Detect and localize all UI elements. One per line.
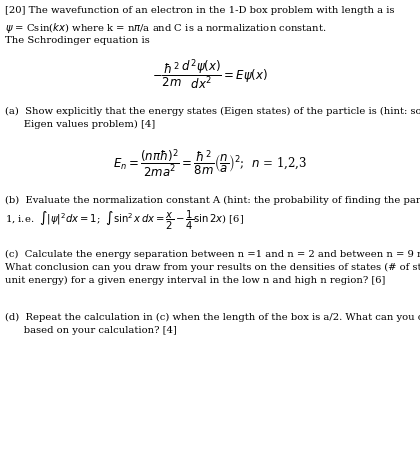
Text: (c)  Calculate the energy separation between n =1 and n = 2 and between n = 9 n : (c) Calculate the energy separation betw… (5, 250, 420, 259)
Text: (a)  Show explicitly that the energy states (Eigen states) of the particle is (h: (a) Show explicitly that the energy stat… (5, 107, 420, 116)
Text: $E_n = \dfrac{(n\pi\hbar)^2}{2ma^2} = \dfrac{\hbar^2}{8m}\left(\dfrac{n}{a}\righ: $E_n = \dfrac{(n\pi\hbar)^2}{2ma^2} = \d… (113, 148, 307, 181)
Text: The Schrodinger equation is: The Schrodinger equation is (5, 36, 150, 45)
Text: based on your calculation? [4]: based on your calculation? [4] (5, 326, 177, 335)
Text: (d)  Repeat the calculation in (c) when the length of the box is a/2. What can y: (d) Repeat the calculation in (c) when t… (5, 313, 420, 322)
Text: Eigen values problem) [4]: Eigen values problem) [4] (5, 120, 155, 129)
Text: $-\dfrac{\hbar^2}{2m}\dfrac{d^2\psi(x)}{dx^2} = E\psi(x)$: $-\dfrac{\hbar^2}{2m}\dfrac{d^2\psi(x)}{… (152, 58, 268, 92)
Text: $\psi$ = Csin($kx$) where k = n$\pi$/a and C is a normalization constant.: $\psi$ = Csin($kx$) where k = n$\pi$/a a… (5, 21, 326, 35)
Text: [20] The wavefunction of an electron in the 1-D box problem with length a is: [20] The wavefunction of an electron in … (5, 6, 394, 15)
Text: (b)  Evaluate the normalization constant A (hint: the probability of finding the: (b) Evaluate the normalization constant … (5, 196, 420, 205)
Text: 1, i.e.  $\int |\psi|^2 dx = 1$;  $\int \sin^2 x\,dx = \dfrac{x}{2} - \dfrac{1}{: 1, i.e. $\int |\psi|^2 dx = 1$; $\int \s… (5, 209, 244, 232)
Text: unit energy) for a given energy interval in the low n and high n region? [6]: unit energy) for a given energy interval… (5, 276, 386, 285)
Text: What conclusion can you draw from your results on the densities of states (# of : What conclusion can you draw from your r… (5, 263, 420, 272)
